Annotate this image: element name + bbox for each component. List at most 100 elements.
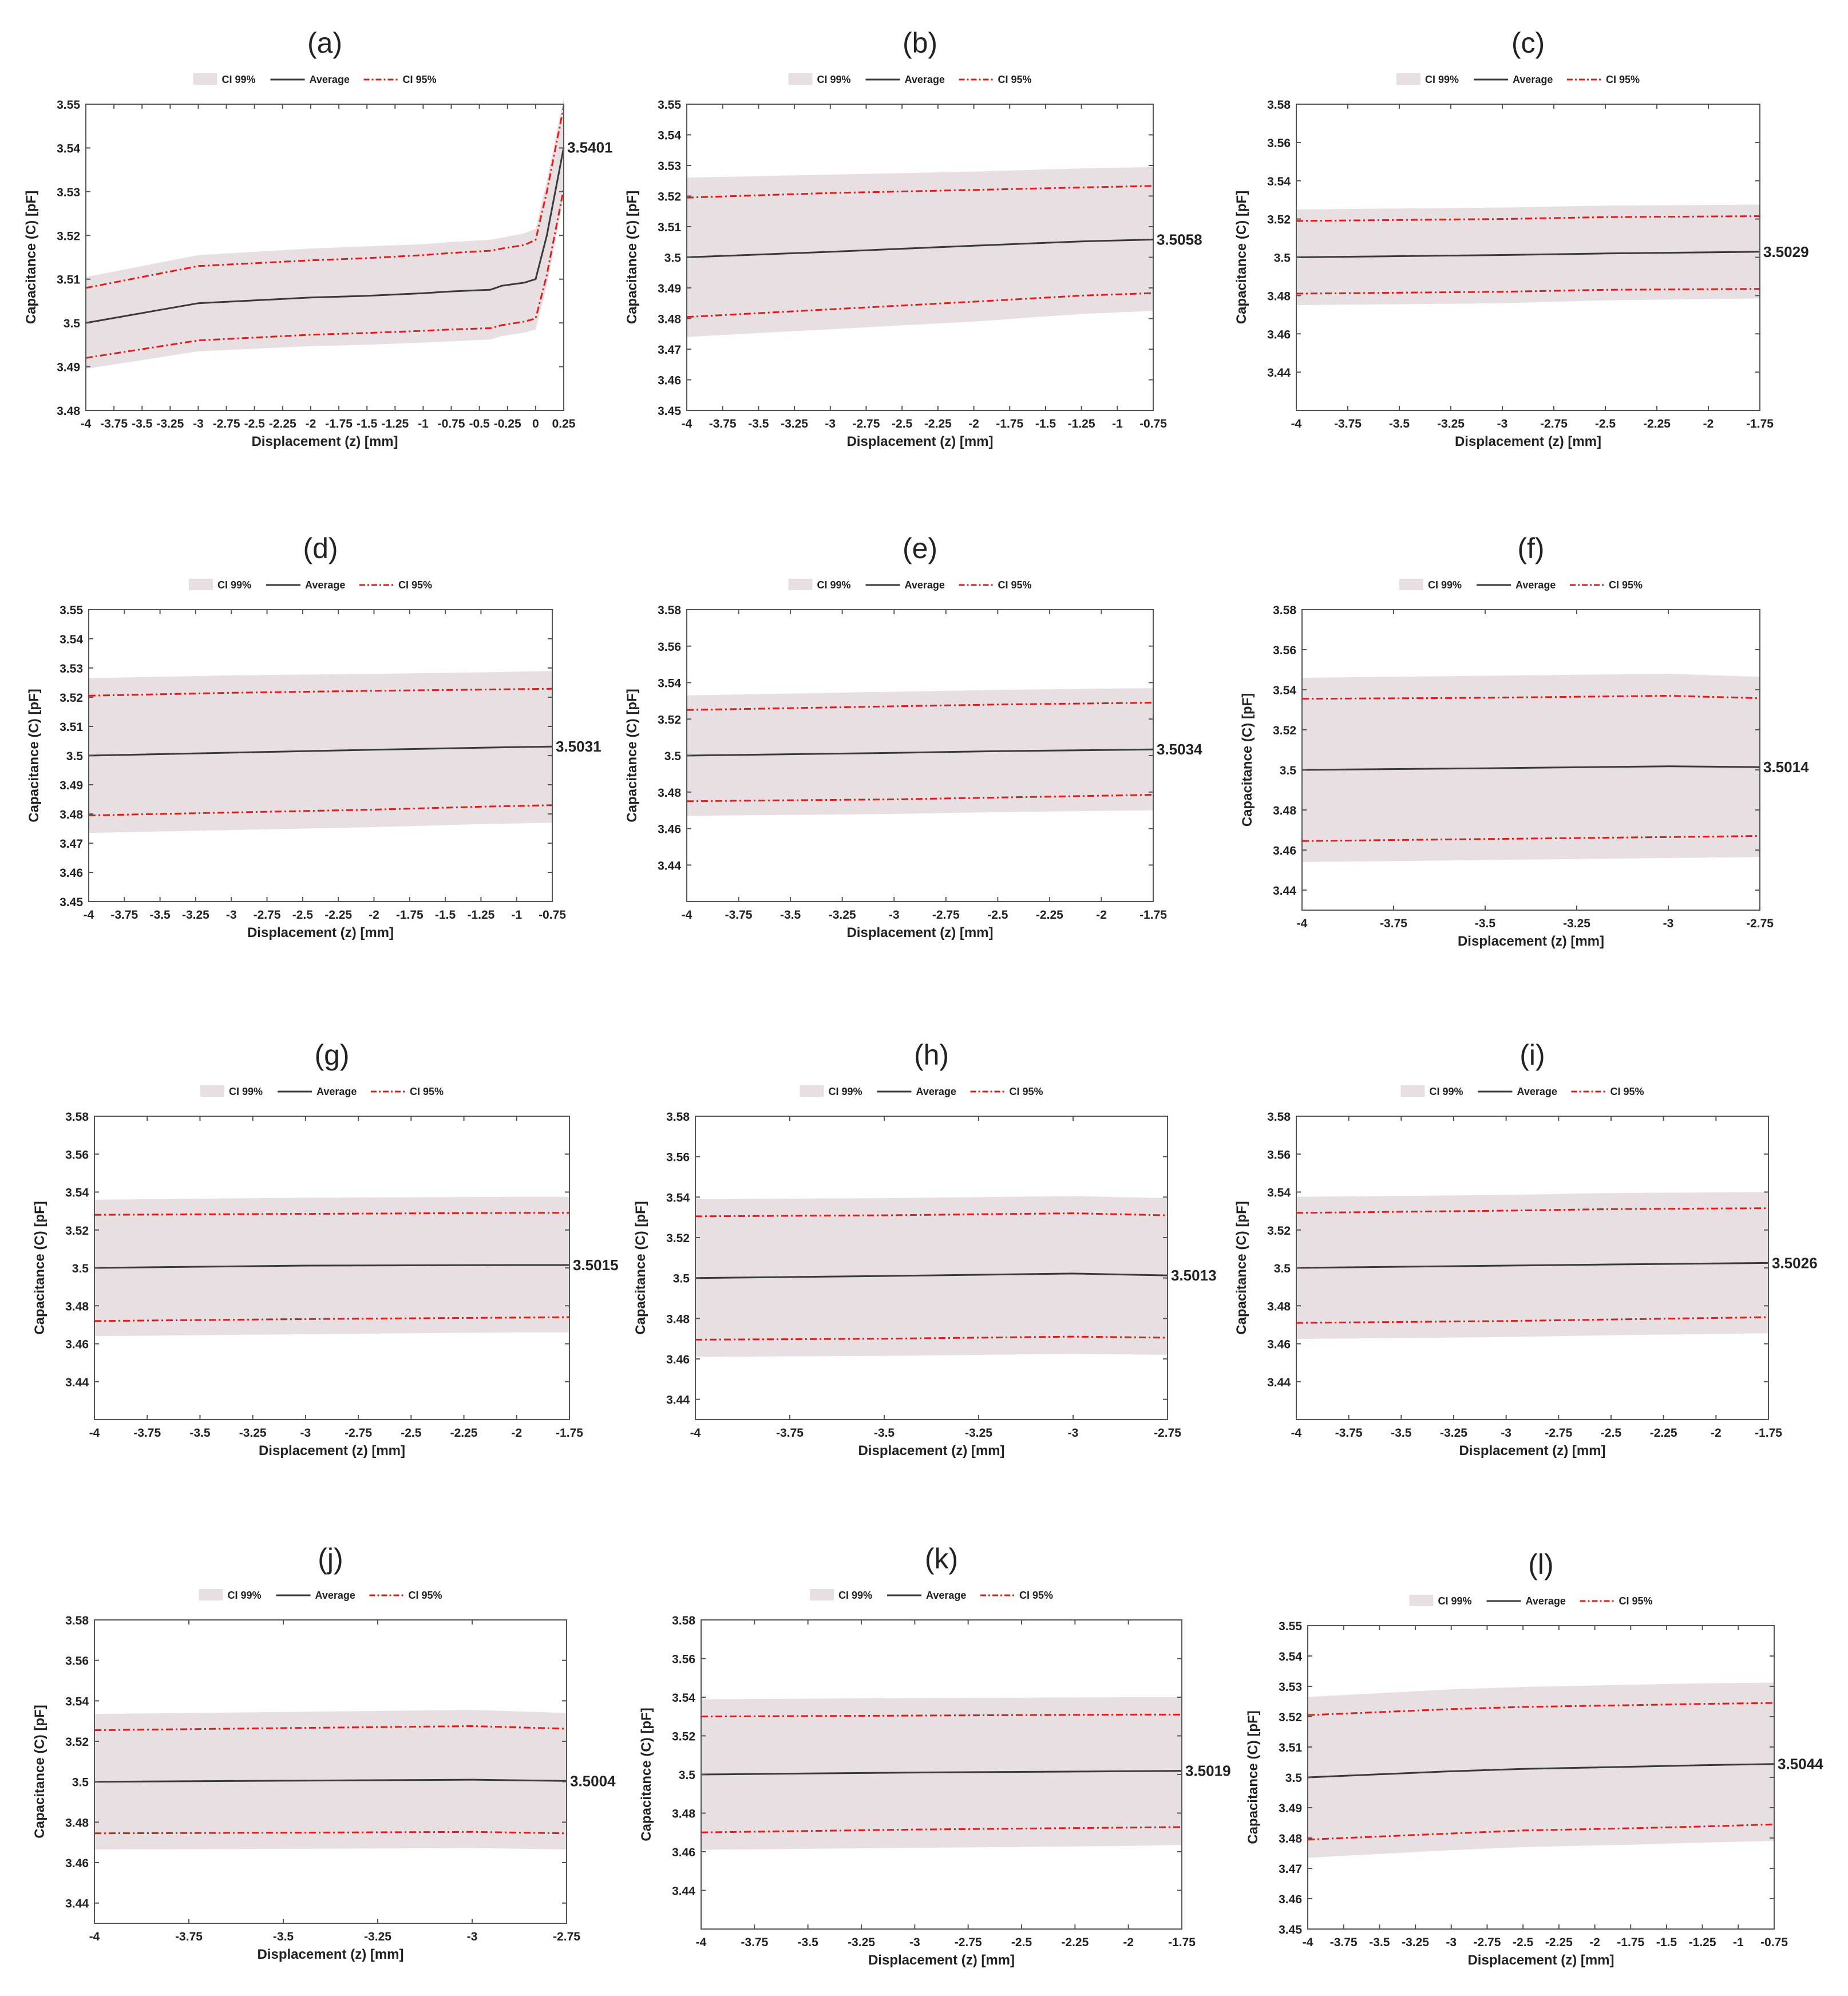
y-tick-label: 3.54 [666, 1191, 690, 1204]
x-tick-label: -1.5 [1035, 417, 1056, 430]
x-tick-label: -2.75 [254, 908, 281, 922]
x-tick-label: -4 [81, 417, 92, 430]
y-tick-label: 3.48 [1267, 290, 1291, 303]
legend-swatch-ci99 [1396, 73, 1420, 85]
chart-panel-e: (e) CI 99% Average CI 95% -4 -3.75 -3.5 -3.25 -3… [624, 532, 1202, 940]
x-tick-label: -3 [1501, 1426, 1511, 1440]
y-tick-label: 3.46 [1267, 1338, 1291, 1351]
x-axis-label: Displacement (z) [mm] [247, 925, 394, 940]
legend-label-ci95: CI 95% [403, 74, 437, 85]
x-tick-label: -2.5 [292, 908, 314, 922]
x-tick-label: -3.5 [748, 417, 769, 430]
x-tick-label: -3.5 [189, 1426, 211, 1440]
legend: CI 99% Average CI 95% [1400, 1085, 1644, 1097]
y-tick-label: 3.48 [666, 1313, 690, 1326]
y-tick-label: 3.53 [658, 160, 681, 173]
y-tick-label: 3.46 [60, 867, 83, 880]
x-tick-label: -1 [1112, 417, 1123, 430]
y-tick-label: 3.58 [65, 1110, 89, 1124]
y-tick-label: 3.51 [57, 274, 80, 287]
y-tick-label: 3.56 [65, 1655, 89, 1668]
y-axis-label: Capacitance (C) [pF] [633, 1201, 648, 1334]
y-tick-label: 3.5 [679, 1769, 696, 1782]
panel-label: (a) [307, 27, 342, 59]
x-tick-label: -1.75 [556, 1426, 583, 1440]
panel-label: (l) [1528, 1548, 1553, 1580]
x-tick-label: -3 [909, 1936, 920, 1949]
y-tick-label: 3.52 [1267, 1224, 1291, 1238]
y-tick-label: 3.5 [1274, 252, 1291, 265]
x-tick-label: -2.5 [1601, 1426, 1622, 1440]
x-tick-label: -1.75 [1617, 1936, 1644, 1949]
ci95-upper-line [1296, 215, 1760, 222]
ci99-band [695, 1196, 1168, 1357]
x-tick-label: -3.25 [364, 1930, 391, 1943]
x-tick-label: -2.5 [1595, 417, 1616, 430]
y-tick-label: 3.52 [65, 1224, 89, 1238]
x-tick-label: -2.25 [325, 908, 352, 922]
legend: CI 99% Average CI 95% [189, 579, 432, 591]
y-tick-label: 3.5 [664, 252, 682, 265]
end-value-annotation: 3.5014 [1763, 758, 1809, 776]
chart-panel-l: (l) CI 99% Average CI 95% -4 -3.75 -3.5 -3.25 -3… [1245, 1548, 1823, 1968]
legend: CI 99% Average CI 95% [199, 1589, 442, 1601]
x-tick-label: -2.25 [1061, 1936, 1089, 1949]
legend-label-ci95: CI 95% [998, 579, 1032, 591]
y-axis-label: Capacitance (C) [pF] [32, 1705, 48, 1838]
y-tick-label: 3.55 [60, 604, 83, 617]
y-tick-label: 3.5 [1280, 764, 1297, 777]
y-tick-label: 3.54 [1279, 1650, 1302, 1663]
x-tick-label: -3.25 [848, 1936, 875, 1949]
y-axis-label: Capacitance (C) [pF] [23, 191, 39, 324]
ci95-lower-line [94, 1316, 570, 1322]
ci99-band [701, 1697, 1182, 1850]
x-axis-label: Displacement (z) [mm] [1455, 434, 1601, 449]
x-tick-label: -4 [89, 1930, 100, 1943]
x-tick-label: -0.25 [494, 417, 521, 430]
legend-label-ci95: CI 95% [409, 1590, 442, 1601]
panel-label: (j) [318, 1543, 343, 1575]
y-tick-label: 3.54 [1273, 684, 1296, 697]
y-tick-label: 3.56 [1267, 1148, 1291, 1161]
average-line [701, 1770, 1182, 1776]
y-tick-label: 3.44 [672, 1885, 695, 1898]
x-tick-label: -2.25 [1545, 1936, 1573, 1949]
y-tick-label: 3.48 [658, 313, 681, 326]
x-tick-label: -1.5 [1656, 1936, 1677, 1949]
x-tick-label: -3.75 [110, 908, 138, 922]
y-tick-label: 3.52 [1279, 1711, 1302, 1724]
x-tick-label: -0.5 [469, 417, 490, 430]
legend-label-average: Average [1526, 1595, 1566, 1607]
average-line [1301, 765, 1760, 771]
x-tick-label: -3.25 [1563, 917, 1590, 930]
x-tick-label: -3.75 [776, 1426, 804, 1440]
y-tick-label: 3.56 [672, 1653, 695, 1666]
x-tick-label: 0 [532, 417, 539, 430]
y-tick-label: 3.52 [666, 1232, 690, 1245]
y-tick-label: 3.53 [1279, 1681, 1302, 1694]
x-tick-label: -4 [1291, 1426, 1302, 1440]
x-tick-label: -2.75 [955, 1936, 982, 1949]
x-axis-label: Displacement (z) [mm] [259, 1443, 405, 1459]
legend-label-ci99: CI 99% [817, 74, 851, 85]
x-tick-label: -1.75 [996, 417, 1023, 430]
x-tick-label: -2.25 [1643, 417, 1671, 430]
average-line [88, 745, 553, 757]
y-tick-label: 3.58 [1273, 604, 1296, 617]
legend-label-ci99: CI 99% [1438, 1595, 1472, 1607]
y-tick-label: 3.56 [65, 1148, 89, 1161]
y-tick-label: 3.5 [1285, 1772, 1303, 1785]
x-tick-label: -1.75 [1139, 908, 1167, 922]
legend-label-average: Average [1513, 74, 1553, 85]
x-tick-label: -2.75 [853, 417, 880, 430]
y-tick-label: 3.46 [1279, 1893, 1302, 1906]
ci95-upper-line [1307, 1702, 1775, 1716]
panel-label: (e) [903, 532, 937, 564]
legend-label-average: Average [916, 1086, 956, 1097]
x-tick-label: -4 [1303, 1936, 1313, 1949]
y-tick-label: 3.5 [72, 1262, 89, 1275]
x-tick-label: -2.75 [1746, 917, 1774, 930]
average-line [1296, 251, 1760, 258]
x-tick-label: -4 [696, 1936, 707, 1949]
